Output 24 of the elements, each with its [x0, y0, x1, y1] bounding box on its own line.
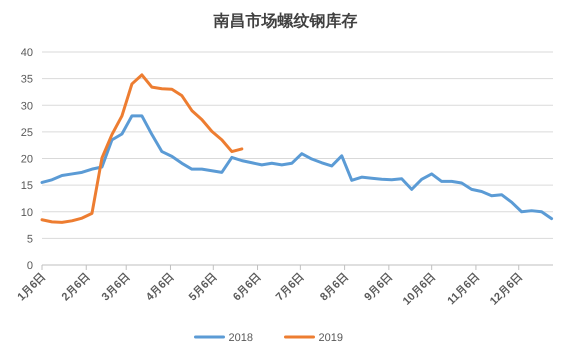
y-tick-label: 15 [20, 180, 33, 192]
y-tick-label: 0 [26, 260, 33, 272]
y-tick-label: 40 [20, 47, 33, 59]
x-tick-label: 12月6日 [488, 270, 525, 308]
x-tick-label: 3月6日 [100, 270, 132, 304]
x-tick-label: 7月6日 [274, 270, 306, 304]
y-tick-label: 30 [20, 100, 33, 112]
x-tick-label: 8月6日 [318, 270, 351, 304]
title: 南昌市场螺纹钢库存 [214, 13, 358, 30]
legend-label: 2019 [318, 332, 343, 344]
x-tick-label: 11月6日 [445, 270, 482, 308]
x-tick-label: 4月6日 [144, 270, 177, 304]
x-tick-label: 1月6日 [15, 270, 48, 304]
y-tick-label: 10 [20, 206, 33, 219]
y-tick-label: 20 [20, 154, 33, 166]
x-tick-label: 5月6日 [186, 270, 220, 304]
x-tick-label: 10月6日 [400, 270, 438, 308]
x-tick-label: 6月6日 [230, 270, 264, 304]
x-tick-label: 9月6日 [362, 270, 395, 304]
y-tick-label: 5 [26, 233, 33, 246]
y-tick-label: 35 [20, 74, 33, 86]
legend-label: 2018 [228, 332, 253, 344]
y-tick-label: 25 [20, 126, 33, 139]
x-tick-label: 2月6日 [60, 270, 92, 304]
